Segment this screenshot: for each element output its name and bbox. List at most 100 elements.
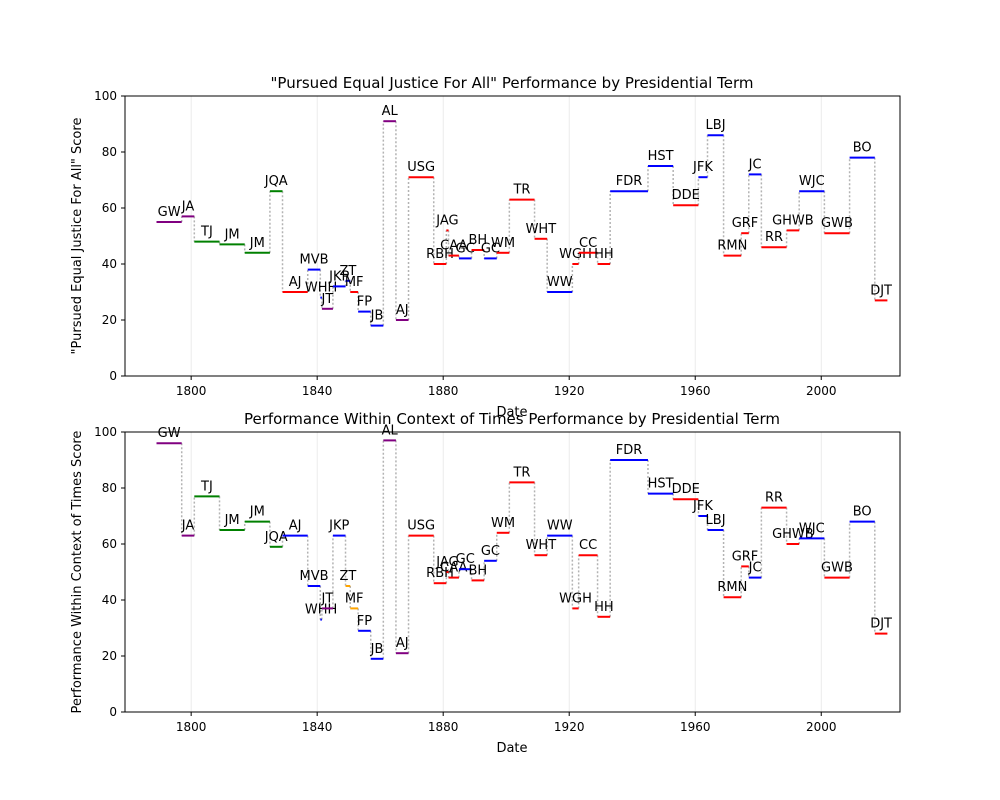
term-label: TR [512,183,530,198]
axes-frame [124,431,901,713]
term-label: JFK [692,160,713,175]
chart-equal-justice: "Pursued Equal Justice For All" Performa… [70,74,901,420]
x-axis-label: Date [496,741,527,756]
term-label: GC [481,241,500,256]
x-tick-label: 2000 [806,720,837,734]
term-label: JA [181,199,195,214]
term-label: WHT [526,538,557,553]
y-tick-label: 60 [102,201,117,215]
y-tick-label: 100 [94,89,117,103]
term-label: CC [579,236,597,251]
x-tick-label: 1880 [428,384,459,398]
term-label: WM [491,516,515,531]
term-label: RBH [426,247,454,262]
term-label: RR [765,230,783,245]
term-label: JKP [328,519,349,534]
term-label: JQA [264,530,288,545]
y-axis-label: "Pursued Equal Justice For All" Score [70,118,85,355]
term-label: GWB [821,561,853,576]
y-tick-label: 0 [109,705,117,719]
term-label: JM [249,505,265,520]
term-label: WM [491,236,515,251]
x-tick-label: 1920 [554,720,585,734]
term-label: WHH [305,281,337,296]
term-label: RMN [717,239,747,254]
chart-title: "Pursued Equal Justice For All" Performa… [271,74,754,92]
term-label: USG [407,519,435,534]
term-label: ZT [339,264,356,279]
axes-frame [124,95,901,377]
term-label: JM [224,227,240,242]
term-label: MF [345,591,364,606]
term-label: FDR [616,174,643,189]
x-tick-label: 1960 [680,384,711,398]
term-label: JA [181,519,195,534]
term-label: GC [456,241,475,256]
x-tick-label: 1960 [680,720,711,734]
term-label: GRF [732,549,759,564]
term-label: BH [468,233,487,248]
term-label: TJ [200,225,213,240]
term-label: MF [345,275,364,290]
y-tick-label: 20 [102,313,117,327]
term-label: JFK [692,499,713,514]
term-label: GW [158,205,181,220]
chart-title: Performance Within Context of Times Perf… [244,410,780,428]
term-label: AL [382,104,399,119]
y-tick-label: 60 [102,537,117,551]
term-label: JT [321,292,334,307]
term-label: FDR [616,443,643,458]
term-label: JM [249,236,265,251]
term-label: AJ [289,519,302,534]
term-label: DJT [870,283,892,298]
term-label: GW [158,426,181,441]
term-label: DDE [672,188,700,203]
term-label: FP [357,614,372,629]
term-label: GHWB [772,213,814,228]
term-label: JB [370,642,384,657]
chart-context-of-times: Performance Within Context of Times Perf… [70,410,901,756]
term-label: TJ [200,479,213,494]
term-label: AJ [396,636,409,651]
term-label: WW [547,519,573,534]
term-label: JKP [328,269,349,284]
term-label: JAG [435,213,458,228]
x-tick-label: 1920 [554,384,585,398]
x-tick-label: 1840 [302,720,333,734]
term-label: WJC [799,521,825,536]
term-label: BH [468,563,487,578]
x-tick-label: 2000 [806,384,837,398]
term-label: USG [407,160,435,175]
term-label: JT [321,591,334,606]
term-label: RMN [717,580,747,595]
term-label: WHT [526,222,557,237]
term-label: JC [748,157,762,172]
term-label: AJ [396,303,409,318]
y-tick-label: 80 [102,145,117,159]
term-label: JQA [264,174,288,189]
x-axis-label: Date [496,405,527,420]
term-label: WGH [559,591,592,606]
y-axis-label: Performance Within Context of Times Scor… [70,431,85,714]
x-tick-label: 1800 [176,720,207,734]
term-label: WHH [305,603,337,618]
term-label: WGH [559,247,592,262]
term-label: CC [579,538,597,553]
term-label: HH [594,600,614,615]
x-tick-label: 1880 [428,720,459,734]
term-label: TR [512,465,530,480]
term-label: CAA [440,561,467,576]
term-label: RR [765,491,783,506]
term-label: BO [853,141,872,156]
term-label: ZT [339,569,356,584]
term-label: GC [481,544,500,559]
term-label: BO [853,505,872,520]
term-label: AJ [289,275,302,290]
term-label: JC [748,561,762,576]
term-label: WW [547,275,573,290]
term-label: GC [456,552,475,567]
term-label: HST [648,477,674,492]
